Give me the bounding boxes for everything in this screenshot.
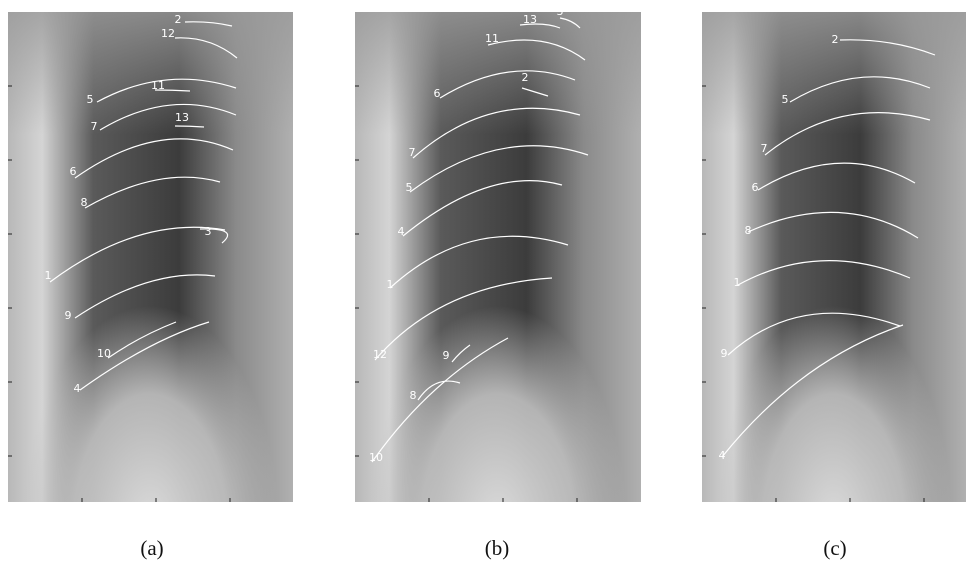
rib-label: 5 xyxy=(782,93,789,106)
xray-shade xyxy=(8,12,293,502)
rib-contour xyxy=(519,23,561,29)
rib-contour xyxy=(521,87,549,97)
rib-contour xyxy=(199,228,228,244)
rib-contour xyxy=(487,39,586,61)
rib-contour xyxy=(737,260,911,286)
rib-label: 1 xyxy=(45,269,52,282)
rib-label: 1 xyxy=(734,276,741,289)
rib-contour xyxy=(727,312,901,356)
rib-label: 8 xyxy=(81,196,88,209)
rib-contour xyxy=(99,103,237,131)
rib-label: 9 xyxy=(721,347,728,360)
rib-label: 2 xyxy=(522,71,529,84)
rib-contour xyxy=(559,17,581,29)
rib-label: 3 xyxy=(557,5,564,18)
rib-label: 6 xyxy=(752,181,759,194)
rib-label: 9 xyxy=(443,349,450,362)
rib-contour xyxy=(747,211,919,239)
xray-panel: 13 3 11 6 2 7 5 4 1 12 9 8 10 (b) xyxy=(355,5,641,560)
rib-label: 7 xyxy=(409,146,416,159)
rib-contour xyxy=(154,89,191,92)
rib-contour xyxy=(451,344,471,363)
xray-shade xyxy=(355,12,641,502)
rib-contour xyxy=(409,145,589,193)
rib-contour xyxy=(789,76,931,103)
rib-contour xyxy=(389,235,569,289)
rib-label: 12 xyxy=(161,27,175,40)
rib-contour xyxy=(417,380,461,401)
rib-label: 5 xyxy=(87,93,94,106)
rib-contour xyxy=(74,274,216,319)
rib-label: 13 xyxy=(175,111,189,124)
rib-label: 13 xyxy=(523,13,537,26)
rib-label: 11 xyxy=(151,79,165,92)
rib-contour xyxy=(371,337,509,463)
rib-label: 11 xyxy=(485,32,499,45)
rib-label: 10 xyxy=(369,451,383,464)
rib-contour xyxy=(174,37,238,59)
rib-label: 8 xyxy=(410,389,417,402)
rib-contour xyxy=(839,39,936,56)
rib-label: 9 xyxy=(65,309,72,322)
rib-label: 5 xyxy=(406,181,413,194)
rib-label: 7 xyxy=(91,120,98,133)
rib-contour xyxy=(402,180,563,237)
panel-caption: (a) xyxy=(140,536,163,560)
rib-label: 4 xyxy=(398,225,405,238)
rib-label: 8 xyxy=(745,224,752,237)
panel-caption: (c) xyxy=(823,536,846,560)
xray-panel: 212 5 11 7 13 6 8 3 1 9 10 4 (a) xyxy=(8,12,293,560)
xray-shade xyxy=(702,12,966,502)
rib-label: 12 xyxy=(373,348,387,361)
rib-contour xyxy=(757,162,916,191)
rib-label: 1 xyxy=(387,278,394,291)
rib-label: 7 xyxy=(761,142,768,155)
rib-contour xyxy=(174,125,205,128)
rib-label: 4 xyxy=(74,382,81,395)
rib-contour xyxy=(74,138,234,179)
panel-caption: (b) xyxy=(485,536,510,560)
rib-contour xyxy=(439,70,576,99)
rib-contour xyxy=(184,21,233,27)
rib-contour xyxy=(721,324,904,458)
rib-label: 4 xyxy=(719,449,726,462)
rib-label: 2 xyxy=(175,13,182,26)
rib-contour xyxy=(374,277,553,361)
rib-label: 6 xyxy=(70,165,77,178)
rib-label: 2 xyxy=(832,33,839,46)
rib-contour xyxy=(79,321,210,391)
rib-contour xyxy=(84,176,221,209)
rib-contour xyxy=(107,321,177,359)
rib-label: 6 xyxy=(434,87,441,100)
rib-label: 3 xyxy=(205,225,212,238)
rib-contour xyxy=(412,107,581,159)
rib-label: 10 xyxy=(97,347,111,360)
rib-contour xyxy=(49,226,226,283)
rib-contour xyxy=(764,112,931,156)
xray-panel: 2 5 7 6 8 1 9 4 (c) xyxy=(702,12,966,560)
rib-contour xyxy=(96,78,237,103)
